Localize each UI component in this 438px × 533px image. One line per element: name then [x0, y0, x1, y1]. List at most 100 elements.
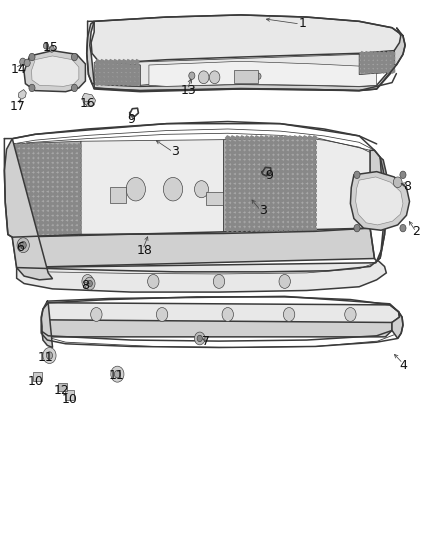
Polygon shape	[259, 136, 263, 140]
Polygon shape	[274, 227, 278, 231]
Polygon shape	[235, 213, 239, 217]
Polygon shape	[283, 174, 287, 179]
Polygon shape	[307, 146, 311, 150]
Polygon shape	[43, 177, 47, 182]
Polygon shape	[48, 192, 52, 196]
Circle shape	[20, 241, 26, 249]
Polygon shape	[364, 60, 368, 64]
Polygon shape	[29, 192, 33, 196]
Polygon shape	[58, 216, 62, 220]
Polygon shape	[34, 192, 38, 196]
Polygon shape	[307, 160, 311, 164]
Text: 10: 10	[61, 393, 77, 406]
Polygon shape	[250, 169, 254, 174]
Polygon shape	[39, 154, 42, 158]
Circle shape	[29, 84, 35, 92]
Polygon shape	[58, 158, 62, 163]
Polygon shape	[386, 64, 390, 69]
Polygon shape	[269, 222, 273, 227]
Polygon shape	[58, 230, 62, 235]
Polygon shape	[67, 173, 71, 177]
Polygon shape	[283, 169, 287, 174]
Polygon shape	[312, 150, 316, 155]
Polygon shape	[230, 150, 234, 155]
Text: 10: 10	[28, 375, 44, 387]
Polygon shape	[288, 193, 292, 198]
Polygon shape	[279, 198, 283, 203]
Polygon shape	[77, 211, 81, 215]
Polygon shape	[113, 81, 117, 85]
Polygon shape	[377, 157, 387, 261]
Polygon shape	[58, 225, 62, 230]
Polygon shape	[274, 189, 278, 193]
Text: 3: 3	[259, 204, 267, 217]
Polygon shape	[122, 64, 126, 68]
Polygon shape	[32, 56, 79, 86]
Polygon shape	[72, 154, 76, 158]
Polygon shape	[67, 201, 71, 206]
Circle shape	[194, 181, 208, 198]
Circle shape	[283, 308, 295, 321]
Polygon shape	[245, 208, 249, 212]
Polygon shape	[53, 187, 57, 191]
Polygon shape	[19, 154, 23, 158]
Polygon shape	[114, 51, 394, 85]
Polygon shape	[24, 149, 28, 153]
Polygon shape	[43, 206, 47, 211]
Polygon shape	[240, 155, 244, 159]
Polygon shape	[293, 136, 297, 140]
Polygon shape	[303, 165, 307, 169]
Circle shape	[126, 177, 145, 201]
Polygon shape	[24, 221, 28, 225]
Polygon shape	[39, 216, 42, 220]
Polygon shape	[235, 179, 239, 183]
Polygon shape	[126, 64, 130, 68]
Polygon shape	[279, 146, 283, 150]
Polygon shape	[259, 213, 263, 217]
Polygon shape	[53, 230, 57, 235]
Polygon shape	[364, 69, 368, 73]
Polygon shape	[274, 179, 278, 183]
Polygon shape	[131, 81, 134, 85]
Polygon shape	[77, 168, 81, 172]
Polygon shape	[312, 155, 316, 159]
Polygon shape	[269, 217, 273, 222]
Polygon shape	[19, 187, 23, 191]
Polygon shape	[360, 64, 364, 69]
Polygon shape	[230, 203, 234, 207]
Polygon shape	[24, 201, 28, 206]
Polygon shape	[264, 227, 268, 231]
Polygon shape	[279, 141, 283, 145]
Polygon shape	[63, 197, 67, 201]
Polygon shape	[235, 222, 239, 227]
Polygon shape	[245, 222, 249, 227]
Polygon shape	[24, 51, 85, 92]
Polygon shape	[293, 189, 297, 193]
Polygon shape	[298, 141, 302, 145]
Polygon shape	[131, 77, 134, 81]
Circle shape	[354, 171, 360, 179]
Polygon shape	[43, 154, 47, 158]
Polygon shape	[230, 146, 234, 150]
Polygon shape	[100, 68, 104, 72]
Polygon shape	[369, 60, 373, 64]
Polygon shape	[312, 179, 316, 183]
Circle shape	[345, 308, 356, 321]
Polygon shape	[288, 189, 292, 193]
Polygon shape	[122, 72, 126, 77]
Polygon shape	[298, 174, 302, 179]
Polygon shape	[77, 230, 81, 235]
Polygon shape	[274, 217, 278, 222]
Polygon shape	[307, 169, 311, 174]
Polygon shape	[29, 201, 33, 206]
Polygon shape	[34, 154, 38, 158]
Polygon shape	[315, 138, 370, 231]
Polygon shape	[43, 158, 47, 163]
Polygon shape	[14, 221, 18, 225]
Circle shape	[114, 370, 120, 378]
Polygon shape	[288, 160, 292, 164]
Polygon shape	[264, 184, 268, 188]
Polygon shape	[312, 198, 316, 203]
Polygon shape	[63, 158, 67, 163]
Polygon shape	[34, 225, 38, 230]
